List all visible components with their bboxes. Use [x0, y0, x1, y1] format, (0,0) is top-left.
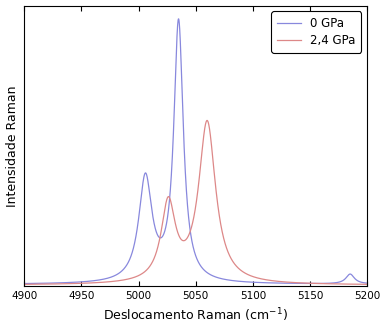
2,4 GPa: [22, 282, 26, 286]
0 GPa: [245, 280, 250, 284]
0 GPa: [176, 17, 181, 21]
2,4 GPa: [228, 254, 232, 258]
0 GPa: [22, 281, 26, 285]
X-axis label: Deslocamento Raman (cm$^{-1}$): Deslocamento Raman (cm$^{-1}$): [103, 307, 288, 324]
0 GPa: [304, 281, 309, 285]
0 GPa: [84, 280, 89, 283]
0 GPa: [365, 281, 370, 285]
2,4 GPa: [84, 281, 89, 285]
2,4 GPa: [245, 272, 250, 276]
2,4 GPa: [153, 253, 157, 257]
2,4 GPa: [205, 118, 209, 122]
0 GPa: [278, 281, 283, 285]
0 GPa: [153, 226, 157, 230]
2,4 GPa: [365, 282, 370, 286]
2,4 GPa: [278, 280, 283, 283]
Line: 2,4 GPa: 2,4 GPa: [24, 120, 367, 284]
2,4 GPa: [304, 281, 309, 285]
Legend: 0 GPa, 2,4 GPa: 0 GPa, 2,4 GPa: [271, 12, 361, 53]
Line: 0 GPa: 0 GPa: [24, 19, 367, 283]
0 GPa: [228, 278, 232, 282]
Y-axis label: Intensidade Raman: Intensidade Raman: [5, 85, 19, 207]
